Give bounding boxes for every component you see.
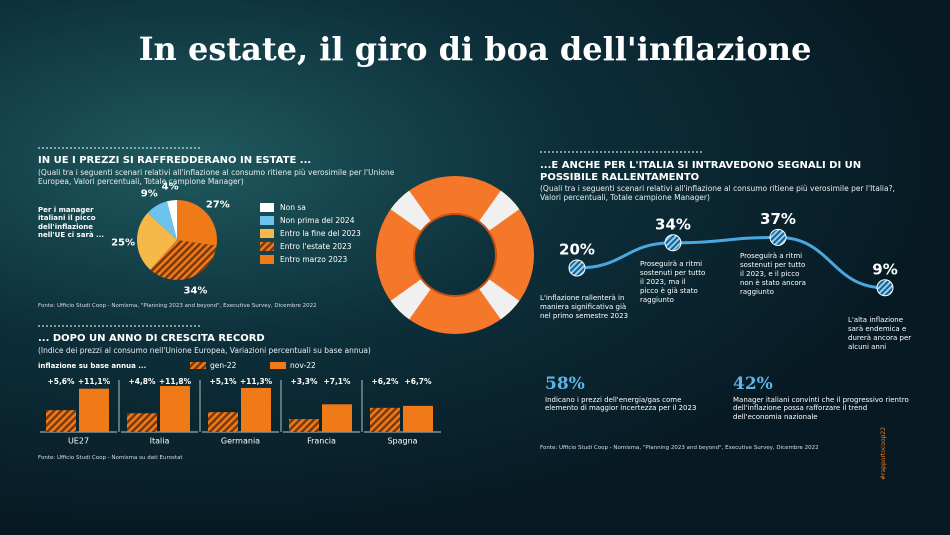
pie-annotation: Per i manager italiani il picco dell'inf… (38, 206, 105, 240)
x-tick-label: Spagna (387, 437, 417, 446)
legend-swatch (270, 362, 286, 369)
life-ring (376, 175, 534, 334)
x-tick-label: UE27 (68, 437, 89, 446)
stat-text: Manager italiani convinti che il progres… (733, 396, 909, 421)
line-title: ...E ANCHE PER L'ITALIA SI INTRAVEDONO S… (540, 160, 862, 183)
legend-label: nov-22 (290, 361, 316, 370)
pie-slice (150, 240, 217, 280)
legend-swatch (260, 216, 274, 225)
pie-source: Fonte: Ufficio Studi Coop - Nomisma, "Pl… (38, 303, 317, 309)
x-tick-label: Francia (307, 437, 336, 446)
bar (370, 407, 400, 432)
value-label: 34% (655, 215, 691, 233)
line-source: Fonte: Ufficio Studi Coop - Nomisma, "Pl… (540, 445, 819, 451)
value-label: +11,1% (78, 377, 111, 386)
value-label: 20% (559, 241, 595, 259)
bar-annotation: inflazione su base annua ... (38, 362, 147, 370)
pie-slice (166, 200, 177, 240)
bar (322, 404, 352, 432)
pie-subtitle: (Quali tra i seguenti scenari relativi a… (38, 168, 395, 186)
value-label: 37% (760, 210, 796, 228)
legend-label: Non prima del 2024 (280, 216, 355, 225)
x-tick-label: Italia (150, 437, 170, 446)
bar (241, 387, 271, 432)
pie-title: IN UE I PREZZI SI RAFFREDDERANO IN ESTAT… (38, 155, 312, 166)
pie-slice (137, 212, 177, 270)
value-label: +3,3% (290, 377, 318, 386)
value-label: +11,8% (159, 377, 192, 386)
stat-value: 42% (733, 374, 773, 394)
legend-swatch (260, 229, 274, 238)
line-subtitle: (Quali tra i seguenti scenari relativi a… (540, 184, 895, 202)
bar (127, 413, 157, 432)
legend-swatch (190, 362, 206, 369)
pie-slice (177, 200, 218, 246)
bar (79, 388, 109, 432)
bar (160, 385, 190, 432)
value-label: +7,1% (323, 377, 351, 386)
pie-label: 25% (111, 238, 135, 249)
bar-source: Fonte: Ufficio Studi Coop - Nomisma su d… (38, 455, 183, 461)
point (876, 279, 894, 297)
legend-label: Entro la fine del 2023 (280, 229, 361, 238)
point (769, 228, 787, 246)
x-tick-label: Germania (221, 437, 260, 446)
bar (46, 410, 76, 432)
pie-label: 9% (141, 189, 158, 200)
value-label: +4,8% (128, 377, 156, 386)
stat-text: Indicano i prezzi dell'energia/gas come … (545, 396, 697, 413)
bar (208, 412, 238, 432)
pie-label: 27% (206, 200, 230, 211)
annotation: Proseguirà a ritmi sostenuti per tutto il … (640, 260, 705, 304)
value-label: +5,6% (47, 377, 75, 386)
value-label: +6,7% (404, 377, 432, 386)
legend-label: Non sa (280, 203, 306, 212)
line (576, 235, 886, 290)
stat-value: 58% (545, 374, 585, 394)
value-label: +5,1% (209, 377, 237, 386)
annotation: Proseguirà a ritmi sostenuti per tutto il … (740, 252, 806, 296)
annotation: L'alta inflazione sarà endemica e durerà a… (848, 316, 911, 351)
legend-label: gen-22 (210, 361, 237, 370)
point (568, 259, 586, 277)
point (664, 234, 682, 252)
value-label: +11,3% (240, 377, 273, 386)
legend-swatch (260, 242, 274, 251)
pie-label: 34% (184, 286, 208, 297)
bar-subtitle: (Indice dei prezzi al consumo nell'Union… (38, 346, 371, 355)
bar-title: ... DOPO UN ANNO DI CRESCITA RECORD (38, 333, 265, 344)
pie-label: 4% (162, 181, 179, 192)
legend-label: Entro l'estate 2023 (280, 242, 352, 251)
pie-slice (147, 201, 177, 240)
title: In estate, il giro di boa dell'inflazion… (138, 30, 812, 68)
legend-swatch (260, 255, 274, 264)
annotation: L'inflazione rallenterà in maniera signif… (540, 294, 628, 320)
legend-swatch (260, 203, 274, 212)
value-label: 9% (872, 260, 897, 278)
value-label: +6,2% (371, 377, 399, 386)
legend-label: Entro marzo 2023 (280, 255, 348, 264)
bar (289, 419, 319, 432)
bar (403, 405, 433, 432)
